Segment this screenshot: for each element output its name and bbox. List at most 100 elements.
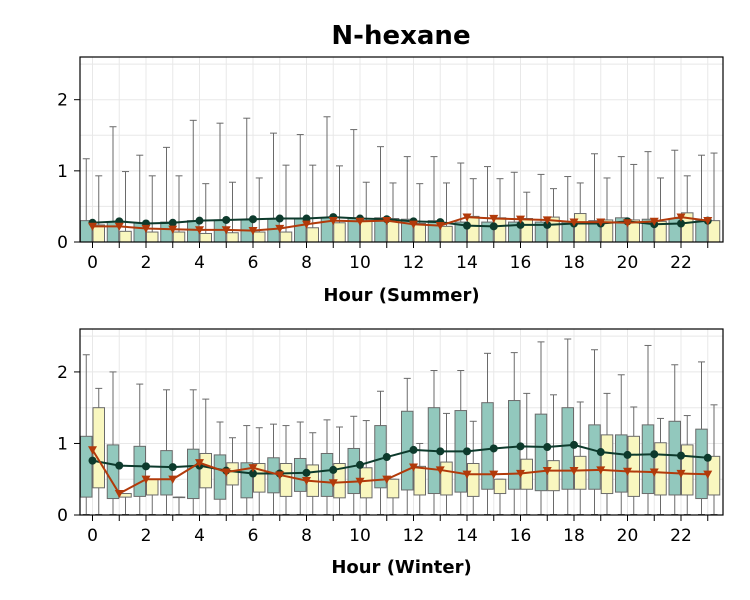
x-tick-label: 2: [141, 253, 152, 273]
mean-point: [248, 464, 258, 473]
mean-point: [703, 470, 713, 479]
box-a-hour-20: [615, 217, 628, 242]
x-tick-label: 18: [563, 253, 585, 273]
box-b-hour-0: [92, 224, 105, 242]
x-tick-label: 14: [456, 526, 478, 546]
box-b-hour-10: [360, 467, 373, 499]
mean-point: [435, 222, 445, 231]
mean-point: [141, 224, 151, 233]
box-b-hour-2: [146, 478, 159, 496]
mean-point: [409, 463, 418, 472]
y-tick-label: 2: [57, 91, 68, 111]
box-b-hour-7: [279, 231, 293, 242]
box-a-hour-23: [695, 428, 708, 500]
mean-point: [302, 214, 311, 223]
y-tick-label: 0: [57, 233, 68, 253]
box-b-hour-1: [119, 493, 132, 498]
x-tick-label: 12: [403, 526, 425, 546]
mean-point: [355, 477, 365, 486]
mean-point: [382, 453, 391, 462]
mean-point: [596, 218, 606, 227]
x-tick-label: 12: [403, 253, 425, 273]
mean-point: [221, 226, 231, 235]
box-a-hour-12: [401, 218, 414, 242]
mean-point: [649, 468, 659, 477]
mean-point: [141, 475, 151, 484]
box-b-hour-9: [333, 222, 346, 242]
x-tick-label: 16: [510, 526, 532, 546]
mean-point: [88, 456, 97, 465]
mean-point: [168, 225, 178, 234]
y-tick-label: 0: [57, 506, 68, 526]
x-tick-label: 8: [301, 253, 312, 273]
chart-title: N-hexane: [331, 21, 470, 51]
box-b-hour-3: [172, 496, 186, 499]
mean-line-b: [91, 449, 708, 495]
mean-point: [489, 214, 499, 224]
mean-point: [88, 446, 97, 455]
y-tick-label: 1: [57, 162, 68, 182]
box-a-hour-17: [534, 413, 548, 492]
x-tick-label: 2: [141, 526, 152, 546]
box-b-hour-17: [547, 460, 560, 492]
mean-point: [249, 215, 257, 224]
mean-point: [677, 219, 685, 228]
x-tick-label: 22: [670, 526, 692, 546]
summer-x-axis-label: Hour (Summer): [323, 285, 479, 306]
mean-point: [650, 450, 659, 459]
box-b-hour-10: [360, 220, 373, 242]
summer-plot-frame: [79, 56, 724, 243]
mean-point: [623, 450, 632, 459]
mean-point: [543, 443, 552, 452]
mean-point: [329, 465, 338, 474]
mean-point: [409, 445, 418, 454]
box-a-hour-11: [374, 217, 387, 242]
mean-point: [168, 218, 177, 227]
box-a-hour-21: [641, 218, 655, 242]
mean-point: [703, 453, 712, 462]
x-tick-label: 10: [349, 253, 371, 273]
mean-point: [195, 216, 204, 225]
mean-point: [435, 466, 445, 475]
x-tick-label: 8: [301, 526, 312, 546]
mean-point: [542, 467, 552, 476]
x-tick-label: 4: [194, 526, 205, 546]
winter-boxes: [80, 338, 721, 515]
mean-point: [569, 218, 579, 227]
box-a-hour-21: [641, 424, 655, 495]
x-tick-label: 22: [670, 253, 692, 273]
mean-point: [570, 440, 578, 449]
x-tick-label: 4: [194, 253, 205, 273]
box-a-hour-10: [347, 447, 360, 495]
y-tick-label: 2: [57, 363, 68, 383]
winter-x-axis-label: Hour (Winter): [331, 557, 471, 578]
mean-point: [463, 221, 471, 230]
summer-mean-lines: [88, 213, 713, 236]
box-b-hour-3: [172, 231, 186, 242]
mean-point: [516, 469, 525, 479]
mean-point: [436, 447, 445, 456]
box-a-hour-3: [160, 450, 173, 496]
winter-mean-lines: [88, 440, 713, 499]
box-b-hour-12: [413, 223, 426, 242]
mean-point: [302, 220, 311, 229]
mean-point: [676, 213, 686, 222]
winter-plot-frame: [79, 328, 724, 516]
mean-point: [302, 468, 311, 477]
mean-point: [569, 467, 579, 476]
mean-point: [677, 451, 685, 460]
box-b-hour-18: [574, 455, 587, 490]
x-tick-label: 0: [87, 253, 98, 273]
summer-grid: [80, 57, 723, 242]
box-a-hour-4: [187, 448, 200, 500]
x-tick-label: 16: [510, 253, 532, 273]
mean-point: [114, 222, 124, 231]
mean-point: [221, 468, 231, 477]
x-tick-label: 6: [248, 526, 259, 546]
mean-point: [463, 447, 471, 456]
mean-point: [195, 459, 204, 468]
x-tick-label: 14: [456, 253, 478, 273]
mean-point: [248, 227, 258, 236]
mean-point: [168, 475, 178, 484]
